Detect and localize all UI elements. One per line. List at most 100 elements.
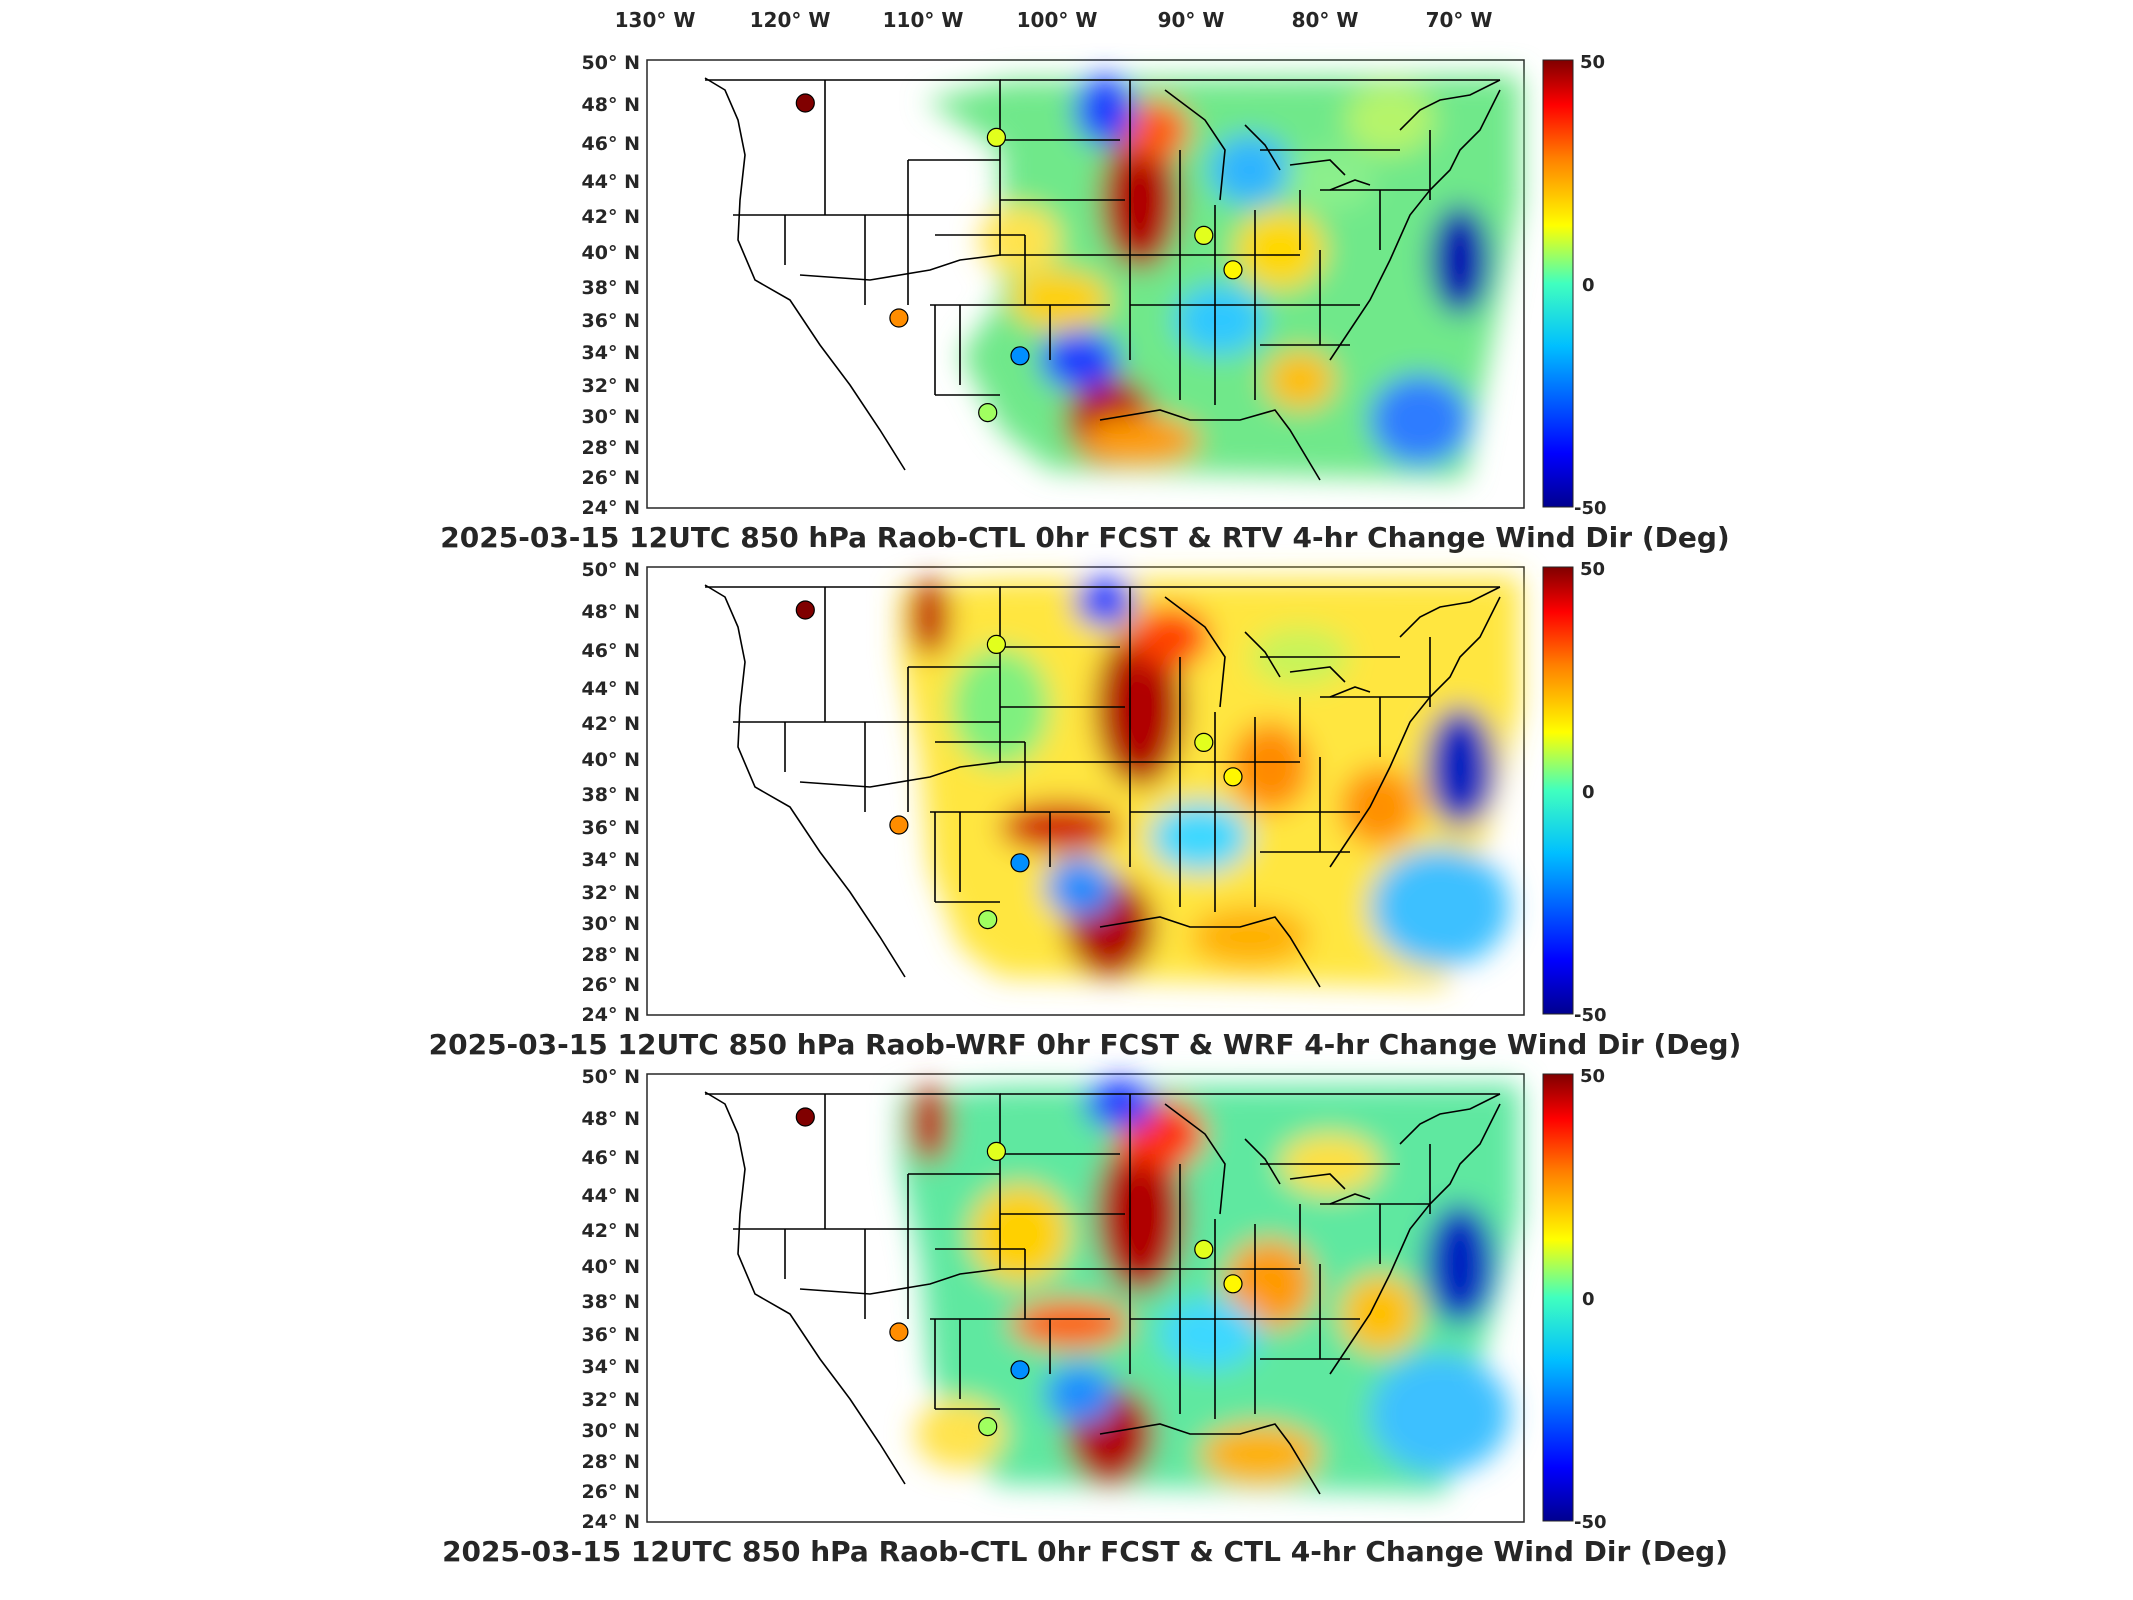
lat-label: 24° N <box>582 497 640 519</box>
lon-label: 130° W <box>615 8 696 32</box>
colorbar: 50 0 -50 <box>1542 559 1607 1026</box>
panel-title: 2025-03-15 12UTC 850 hPa Raob-CTL 0hr FC… <box>440 521 1729 554</box>
raob-station-marker <box>1223 260 1243 280</box>
lat-label: 28° N <box>582 1451 640 1473</box>
state-boundaries <box>704 77 1501 481</box>
lat-label: 34° N <box>582 1356 640 1378</box>
map-panel-1: 50° N 48° N 46° N 44° N 42° N 40° N 38° … <box>440 52 1729 554</box>
lat-label: 50° N <box>582 1066 640 1088</box>
lat-label: 42° N <box>582 713 640 735</box>
lat-label: 34° N <box>582 849 640 871</box>
lat-label: 42° N <box>582 206 640 228</box>
panel-title: 2025-03-15 12UTC 850 hPa Raob-WRF 0hr FC… <box>429 1028 1742 1061</box>
colorbar-tick-label: -50 <box>1574 1512 1607 1533</box>
raob-station-marker <box>889 1322 909 1342</box>
lat-label: 44° N <box>582 678 640 700</box>
raob-station-marker <box>1010 853 1030 873</box>
lat-label: 36° N <box>582 310 640 332</box>
colorbar-gradient <box>1542 566 1574 1015</box>
lat-label: 32° N <box>582 1389 640 1411</box>
raob-station-marker <box>986 634 1007 654</box>
lat-label: 42° N <box>582 1220 640 1242</box>
lon-label: 120° W <box>750 8 831 32</box>
lat-label: 44° N <box>582 171 640 193</box>
lat-label: 30° N <box>582 406 640 428</box>
lat-label: 46° N <box>582 640 640 662</box>
colorbar-tick-label: -50 <box>1574 498 1607 519</box>
panel-title: 2025-03-15 12UTC 850 hPa Raob-CTL 0hr FC… <box>442 1535 1728 1568</box>
map-panel-3: 50° N 48° N 46° N 44° N 42° N 40° N 38° … <box>442 1066 1728 1568</box>
lat-label: 28° N <box>582 437 640 459</box>
colorbar: 50 0 -50 <box>1542 52 1607 519</box>
raob-station-marker <box>1010 1360 1030 1380</box>
lon-label: 110° W <box>883 8 964 32</box>
colorbar-gradient <box>1542 59 1574 508</box>
lat-label: 38° N <box>582 1291 640 1313</box>
lat-label: 30° N <box>582 913 640 935</box>
data-field <box>925 75 1520 480</box>
lon-label: 70° W <box>1426 8 1493 32</box>
lat-label: 28° N <box>582 944 640 966</box>
raob-station-marker <box>795 600 815 620</box>
raob-station-marker <box>986 127 1007 147</box>
raob-station-marker <box>1194 225 1214 245</box>
lon-label: 100° W <box>1017 8 1098 32</box>
raob-station-marker <box>1223 1274 1243 1294</box>
lat-label: 32° N <box>582 882 640 904</box>
lat-label: 40° N <box>582 242 640 264</box>
lat-label: 32° N <box>582 375 640 397</box>
colorbar-tick-label: 0 <box>1582 1289 1595 1310</box>
raob-station-marker <box>795 93 815 113</box>
lat-label: 34° N <box>582 342 640 364</box>
lat-label: 24° N <box>582 1004 640 1026</box>
lat-label: 46° N <box>582 133 640 155</box>
state-boundaries <box>704 1091 1501 1495</box>
raob-station-marker <box>889 815 909 835</box>
colorbar-tick-label: 50 <box>1580 52 1605 73</box>
lat-label: 36° N <box>582 817 640 839</box>
raob-station-marker <box>1194 732 1214 752</box>
colorbar-tick-label: 0 <box>1582 782 1595 803</box>
lat-label: 24° N <box>582 1511 640 1533</box>
latitude-axis: 50° N 48° N 46° N 44° N 42° N 40° N 38° … <box>582 559 640 1026</box>
raob-station-marker <box>1223 767 1243 787</box>
lat-label: 36° N <box>582 1324 640 1346</box>
lon-label: 80° W <box>1292 8 1359 32</box>
lat-label: 44° N <box>582 1185 640 1207</box>
lat-label: 48° N <box>582 601 640 623</box>
map-panel-2: 50° N 48° N 46° N 44° N 42° N 40° N 38° … <box>429 559 1742 1061</box>
raob-station-marker <box>795 1107 815 1127</box>
longitude-axis: 130° W 120° W 110° W 100° W 90° W 80° W … <box>615 8 1493 32</box>
raob-station-marker <box>1010 346 1030 366</box>
data-field <box>900 577 1520 987</box>
lat-label: 26° N <box>582 974 640 996</box>
colorbar-tick-label: 50 <box>1580 1066 1605 1087</box>
lat-label: 48° N <box>582 1108 640 1130</box>
raob-station-marker <box>889 308 909 328</box>
lat-label: 48° N <box>582 94 640 116</box>
raob-stations <box>795 600 1243 930</box>
lat-label: 26° N <box>582 1481 640 1503</box>
colorbar-gradient <box>1542 1073 1574 1522</box>
lat-label: 50° N <box>582 559 640 581</box>
raob-station-marker <box>978 1417 998 1437</box>
lat-label: 50° N <box>582 52 640 74</box>
raob-station-marker <box>986 1141 1007 1161</box>
lat-label: 46° N <box>582 1147 640 1169</box>
colorbar-tick-label: -50 <box>1574 1005 1607 1026</box>
lon-label: 90° W <box>1158 8 1225 32</box>
raob-stations <box>795 1107 1243 1437</box>
colorbar-tick-label: 50 <box>1580 559 1605 580</box>
lat-label: 40° N <box>582 749 640 771</box>
latitude-axis: 50° N 48° N 46° N 44° N 42° N 40° N 38° … <box>582 1066 640 1533</box>
raob-stations <box>795 93 1243 423</box>
lat-label: 38° N <box>582 277 640 299</box>
raob-station-marker <box>1194 1239 1214 1259</box>
lat-label: 40° N <box>582 1256 640 1278</box>
colorbar: 50 0 -50 <box>1542 1066 1607 1533</box>
state-boundaries <box>704 584 1501 988</box>
lat-label: 38° N <box>582 784 640 806</box>
colorbar-tick-label: 0 <box>1582 275 1595 296</box>
raob-station-marker <box>978 910 998 930</box>
